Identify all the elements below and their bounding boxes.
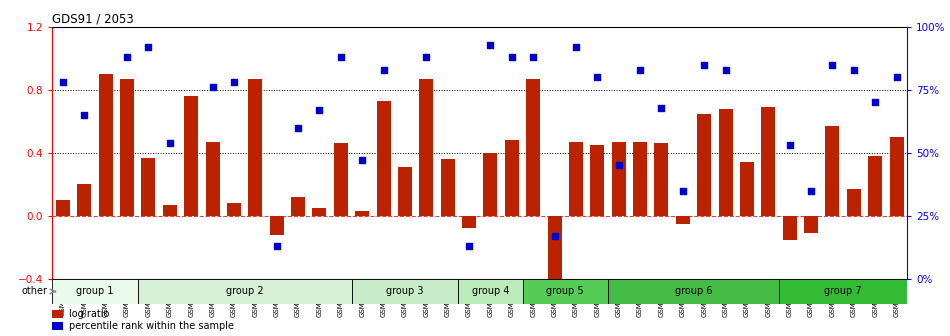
Bar — [227, 203, 241, 216]
Point — [825, 62, 840, 67]
Point — [205, 85, 220, 90]
Text: group 4: group 4 — [472, 287, 509, 296]
Bar — [333, 143, 348, 216]
Text: log ratio: log ratio — [69, 309, 109, 319]
Point — [675, 188, 691, 194]
Bar — [783, 216, 797, 240]
Bar — [56, 200, 70, 216]
Bar — [889, 137, 903, 216]
Bar — [655, 143, 669, 216]
Bar — [99, 74, 113, 216]
Bar — [761, 107, 775, 216]
Point — [162, 140, 178, 145]
Bar — [291, 197, 305, 216]
Point — [867, 100, 883, 105]
Bar — [77, 184, 91, 216]
Point — [141, 44, 156, 50]
Point — [633, 67, 648, 72]
Bar — [205, 142, 219, 216]
Point — [397, 11, 412, 17]
Bar — [526, 79, 541, 216]
Bar — [547, 216, 561, 287]
Bar — [779, 279, 907, 304]
Text: percentile rank within the sample: percentile rank within the sample — [69, 322, 235, 331]
Point — [804, 188, 819, 194]
Bar — [718, 109, 732, 216]
Text: group 1: group 1 — [76, 287, 114, 296]
Text: other: other — [22, 287, 48, 296]
Bar — [569, 142, 583, 216]
Point — [846, 67, 862, 72]
Bar — [697, 114, 712, 216]
Bar — [52, 310, 63, 318]
Bar — [270, 216, 284, 235]
Bar — [590, 145, 604, 216]
Bar — [462, 216, 476, 228]
Point — [269, 243, 284, 249]
Bar — [142, 158, 156, 216]
Bar — [484, 153, 498, 216]
Bar — [504, 140, 519, 216]
Point — [696, 62, 712, 67]
Bar — [458, 279, 522, 304]
Point — [547, 233, 562, 239]
Point — [462, 243, 477, 249]
Bar — [608, 279, 779, 304]
Bar — [184, 96, 199, 216]
Text: group 5: group 5 — [546, 287, 584, 296]
Text: group 2: group 2 — [226, 287, 263, 296]
Bar — [52, 322, 63, 330]
Point — [77, 112, 92, 118]
Point — [55, 80, 70, 85]
Bar — [162, 205, 177, 216]
Bar — [398, 167, 412, 216]
Bar — [138, 279, 352, 304]
Bar — [868, 156, 883, 216]
Text: group 6: group 6 — [674, 287, 712, 296]
Point — [483, 42, 498, 47]
Bar — [740, 162, 754, 216]
Point — [568, 44, 583, 50]
Point — [354, 158, 370, 163]
Point — [376, 67, 391, 72]
Point — [889, 75, 904, 80]
Bar — [313, 208, 327, 216]
Point — [226, 80, 241, 85]
Point — [120, 54, 135, 60]
Point — [718, 67, 733, 72]
Bar — [419, 79, 433, 216]
Point — [312, 107, 327, 113]
Bar — [826, 126, 840, 216]
Point — [504, 54, 520, 60]
Point — [590, 75, 605, 80]
Text: GDS91 / 2053: GDS91 / 2053 — [52, 13, 134, 26]
Bar — [441, 159, 455, 216]
Bar — [352, 279, 458, 304]
Bar — [675, 216, 690, 224]
Bar — [612, 142, 626, 216]
Bar — [355, 211, 370, 216]
Point — [525, 54, 541, 60]
Text: group 7: group 7 — [825, 287, 862, 296]
Text: group 3: group 3 — [387, 287, 424, 296]
Bar — [120, 79, 134, 216]
Point — [419, 54, 434, 60]
Bar — [376, 101, 390, 216]
Bar — [846, 189, 861, 216]
Point — [98, 4, 113, 9]
Bar — [52, 279, 138, 304]
Bar — [633, 142, 647, 216]
Point — [291, 125, 306, 130]
Point — [611, 163, 626, 168]
Point — [333, 54, 349, 60]
Bar — [804, 216, 818, 233]
Bar — [248, 79, 262, 216]
Point — [782, 142, 797, 148]
Point — [654, 105, 669, 110]
Bar — [522, 279, 608, 304]
